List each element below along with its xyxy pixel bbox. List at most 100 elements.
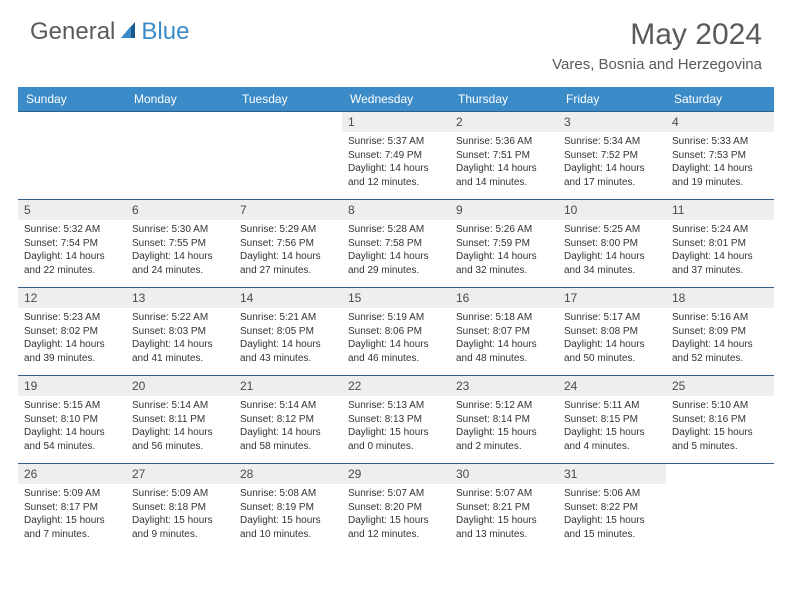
- day-number: 22: [342, 376, 450, 396]
- day-number: 18: [666, 288, 774, 308]
- day-details: Sunrise: 5:36 AMSunset: 7:51 PMDaylight:…: [450, 132, 558, 193]
- day-number: 23: [450, 376, 558, 396]
- calendar-cell: 22Sunrise: 5:13 AMSunset: 8:13 PMDayligh…: [342, 376, 450, 464]
- day-details: Sunrise: 5:33 AMSunset: 7:53 PMDaylight:…: [666, 132, 774, 193]
- calendar-cell: 18Sunrise: 5:16 AMSunset: 8:09 PMDayligh…: [666, 288, 774, 376]
- calendar-cell: 10Sunrise: 5:25 AMSunset: 8:00 PMDayligh…: [558, 200, 666, 288]
- calendar-cell: 13Sunrise: 5:22 AMSunset: 8:03 PMDayligh…: [126, 288, 234, 376]
- calendar-row: 1Sunrise: 5:37 AMSunset: 7:49 PMDaylight…: [18, 112, 774, 200]
- calendar-cell: [126, 112, 234, 200]
- calendar-cell: 4Sunrise: 5:33 AMSunset: 7:53 PMDaylight…: [666, 112, 774, 200]
- calendar-cell: [18, 112, 126, 200]
- day-number: 24: [558, 376, 666, 396]
- calendar-cell: 25Sunrise: 5:10 AMSunset: 8:16 PMDayligh…: [666, 376, 774, 464]
- day-details: Sunrise: 5:11 AMSunset: 8:15 PMDaylight:…: [558, 396, 666, 457]
- day-number: 31: [558, 464, 666, 484]
- day-number: 10: [558, 200, 666, 220]
- calendar-cell: 20Sunrise: 5:14 AMSunset: 8:11 PMDayligh…: [126, 376, 234, 464]
- weekday-header: Friday: [558, 87, 666, 112]
- day-number: 16: [450, 288, 558, 308]
- calendar-cell: 15Sunrise: 5:19 AMSunset: 8:06 PMDayligh…: [342, 288, 450, 376]
- calendar-cell: [234, 112, 342, 200]
- calendar-cell: 19Sunrise: 5:15 AMSunset: 8:10 PMDayligh…: [18, 376, 126, 464]
- day-details: Sunrise: 5:17 AMSunset: 8:08 PMDaylight:…: [558, 308, 666, 369]
- calendar-cell: 23Sunrise: 5:12 AMSunset: 8:14 PMDayligh…: [450, 376, 558, 464]
- calendar-cell: 24Sunrise: 5:11 AMSunset: 8:15 PMDayligh…: [558, 376, 666, 464]
- day-details: Sunrise: 5:06 AMSunset: 8:22 PMDaylight:…: [558, 484, 666, 545]
- calendar-row: 26Sunrise: 5:09 AMSunset: 8:17 PMDayligh…: [18, 464, 774, 552]
- day-details: Sunrise: 5:28 AMSunset: 7:58 PMDaylight:…: [342, 220, 450, 281]
- calendar-cell: 30Sunrise: 5:07 AMSunset: 8:21 PMDayligh…: [450, 464, 558, 552]
- day-number: 28: [234, 464, 342, 484]
- location-label: Vares, Bosnia and Herzegovina: [552, 56, 762, 73]
- day-number: 21: [234, 376, 342, 396]
- calendar-cell: 3Sunrise: 5:34 AMSunset: 7:52 PMDaylight…: [558, 112, 666, 200]
- weekday-header: Wednesday: [342, 87, 450, 112]
- calendar-cell: 27Sunrise: 5:09 AMSunset: 8:18 PMDayligh…: [126, 464, 234, 552]
- calendar-cell: 26Sunrise: 5:09 AMSunset: 8:17 PMDayligh…: [18, 464, 126, 552]
- calendar-cell: 11Sunrise: 5:24 AMSunset: 8:01 PMDayligh…: [666, 200, 774, 288]
- day-number: 2: [450, 112, 558, 132]
- day-details: Sunrise: 5:25 AMSunset: 8:00 PMDaylight:…: [558, 220, 666, 281]
- calendar-cell: 21Sunrise: 5:14 AMSunset: 8:12 PMDayligh…: [234, 376, 342, 464]
- day-number: 20: [126, 376, 234, 396]
- brand-part2: Blue: [141, 18, 189, 46]
- brand-sail-icon: [121, 20, 139, 45]
- day-number: 30: [450, 464, 558, 484]
- calendar-cell: 1Sunrise: 5:37 AMSunset: 7:49 PMDaylight…: [342, 112, 450, 200]
- day-number: 25: [666, 376, 774, 396]
- weekday-header: Monday: [126, 87, 234, 112]
- day-number: 17: [558, 288, 666, 308]
- calendar-cell: 2Sunrise: 5:36 AMSunset: 7:51 PMDaylight…: [450, 112, 558, 200]
- day-details: Sunrise: 5:08 AMSunset: 8:19 PMDaylight:…: [234, 484, 342, 545]
- day-details: Sunrise: 5:22 AMSunset: 8:03 PMDaylight:…: [126, 308, 234, 369]
- day-details: Sunrise: 5:21 AMSunset: 8:05 PMDaylight:…: [234, 308, 342, 369]
- day-details: Sunrise: 5:32 AMSunset: 7:54 PMDaylight:…: [18, 220, 126, 281]
- day-number: 4: [666, 112, 774, 132]
- day-details: Sunrise: 5:29 AMSunset: 7:56 PMDaylight:…: [234, 220, 342, 281]
- day-details: Sunrise: 5:16 AMSunset: 8:09 PMDaylight:…: [666, 308, 774, 369]
- calendar-cell: 12Sunrise: 5:23 AMSunset: 8:02 PMDayligh…: [18, 288, 126, 376]
- day-details: Sunrise: 5:12 AMSunset: 8:14 PMDaylight:…: [450, 396, 558, 457]
- day-number: 15: [342, 288, 450, 308]
- weekday-header: Saturday: [666, 87, 774, 112]
- day-number: 29: [342, 464, 450, 484]
- day-number: 9: [450, 200, 558, 220]
- day-number: 19: [18, 376, 126, 396]
- day-details: Sunrise: 5:26 AMSunset: 7:59 PMDaylight:…: [450, 220, 558, 281]
- day-details: Sunrise: 5:09 AMSunset: 8:18 PMDaylight:…: [126, 484, 234, 545]
- calendar-cell: 29Sunrise: 5:07 AMSunset: 8:20 PMDayligh…: [342, 464, 450, 552]
- calendar-cell: 28Sunrise: 5:08 AMSunset: 8:19 PMDayligh…: [234, 464, 342, 552]
- calendar-row: 19Sunrise: 5:15 AMSunset: 8:10 PMDayligh…: [18, 376, 774, 464]
- day-number: 5: [18, 200, 126, 220]
- day-details: Sunrise: 5:14 AMSunset: 8:11 PMDaylight:…: [126, 396, 234, 457]
- day-number: 7: [234, 200, 342, 220]
- day-details: Sunrise: 5:09 AMSunset: 8:17 PMDaylight:…: [18, 484, 126, 545]
- day-details: Sunrise: 5:07 AMSunset: 8:21 PMDaylight:…: [450, 484, 558, 545]
- calendar-cell: 7Sunrise: 5:29 AMSunset: 7:56 PMDaylight…: [234, 200, 342, 288]
- day-details: Sunrise: 5:14 AMSunset: 8:12 PMDaylight:…: [234, 396, 342, 457]
- calendar-cell: 5Sunrise: 5:32 AMSunset: 7:54 PMDaylight…: [18, 200, 126, 288]
- calendar-cell: 6Sunrise: 5:30 AMSunset: 7:55 PMDaylight…: [126, 200, 234, 288]
- day-number: 14: [234, 288, 342, 308]
- day-details: Sunrise: 5:34 AMSunset: 7:52 PMDaylight:…: [558, 132, 666, 193]
- weekday-header: Thursday: [450, 87, 558, 112]
- weekday-header-row: Sunday Monday Tuesday Wednesday Thursday…: [18, 87, 774, 112]
- day-number: 3: [558, 112, 666, 132]
- calendar-row: 5Sunrise: 5:32 AMSunset: 7:54 PMDaylight…: [18, 200, 774, 288]
- calendar-table: Sunday Monday Tuesday Wednesday Thursday…: [18, 87, 774, 552]
- calendar-cell: 17Sunrise: 5:17 AMSunset: 8:08 PMDayligh…: [558, 288, 666, 376]
- weekday-header: Sunday: [18, 87, 126, 112]
- calendar-row: 12Sunrise: 5:23 AMSunset: 8:02 PMDayligh…: [18, 288, 774, 376]
- calendar-cell: [666, 464, 774, 552]
- weekday-header: Tuesday: [234, 87, 342, 112]
- day-details: Sunrise: 5:15 AMSunset: 8:10 PMDaylight:…: [18, 396, 126, 457]
- page-header: General Blue May 2024 Vares, Bosnia and …: [0, 0, 792, 81]
- brand-part1: General: [30, 18, 115, 46]
- day-details: Sunrise: 5:07 AMSunset: 8:20 PMDaylight:…: [342, 484, 450, 545]
- day-details: Sunrise: 5:13 AMSunset: 8:13 PMDaylight:…: [342, 396, 450, 457]
- day-details: Sunrise: 5:18 AMSunset: 8:07 PMDaylight:…: [450, 308, 558, 369]
- day-details: Sunrise: 5:10 AMSunset: 8:16 PMDaylight:…: [666, 396, 774, 457]
- day-number: 26: [18, 464, 126, 484]
- calendar-cell: 31Sunrise: 5:06 AMSunset: 8:22 PMDayligh…: [558, 464, 666, 552]
